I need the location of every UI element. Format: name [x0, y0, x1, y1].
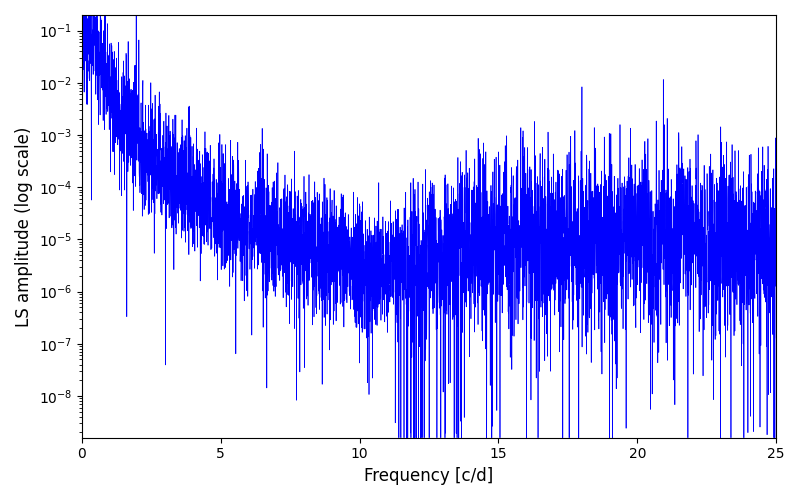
X-axis label: Frequency [c/d]: Frequency [c/d]: [364, 467, 494, 485]
Y-axis label: LS amplitude (log scale): LS amplitude (log scale): [15, 126, 33, 326]
